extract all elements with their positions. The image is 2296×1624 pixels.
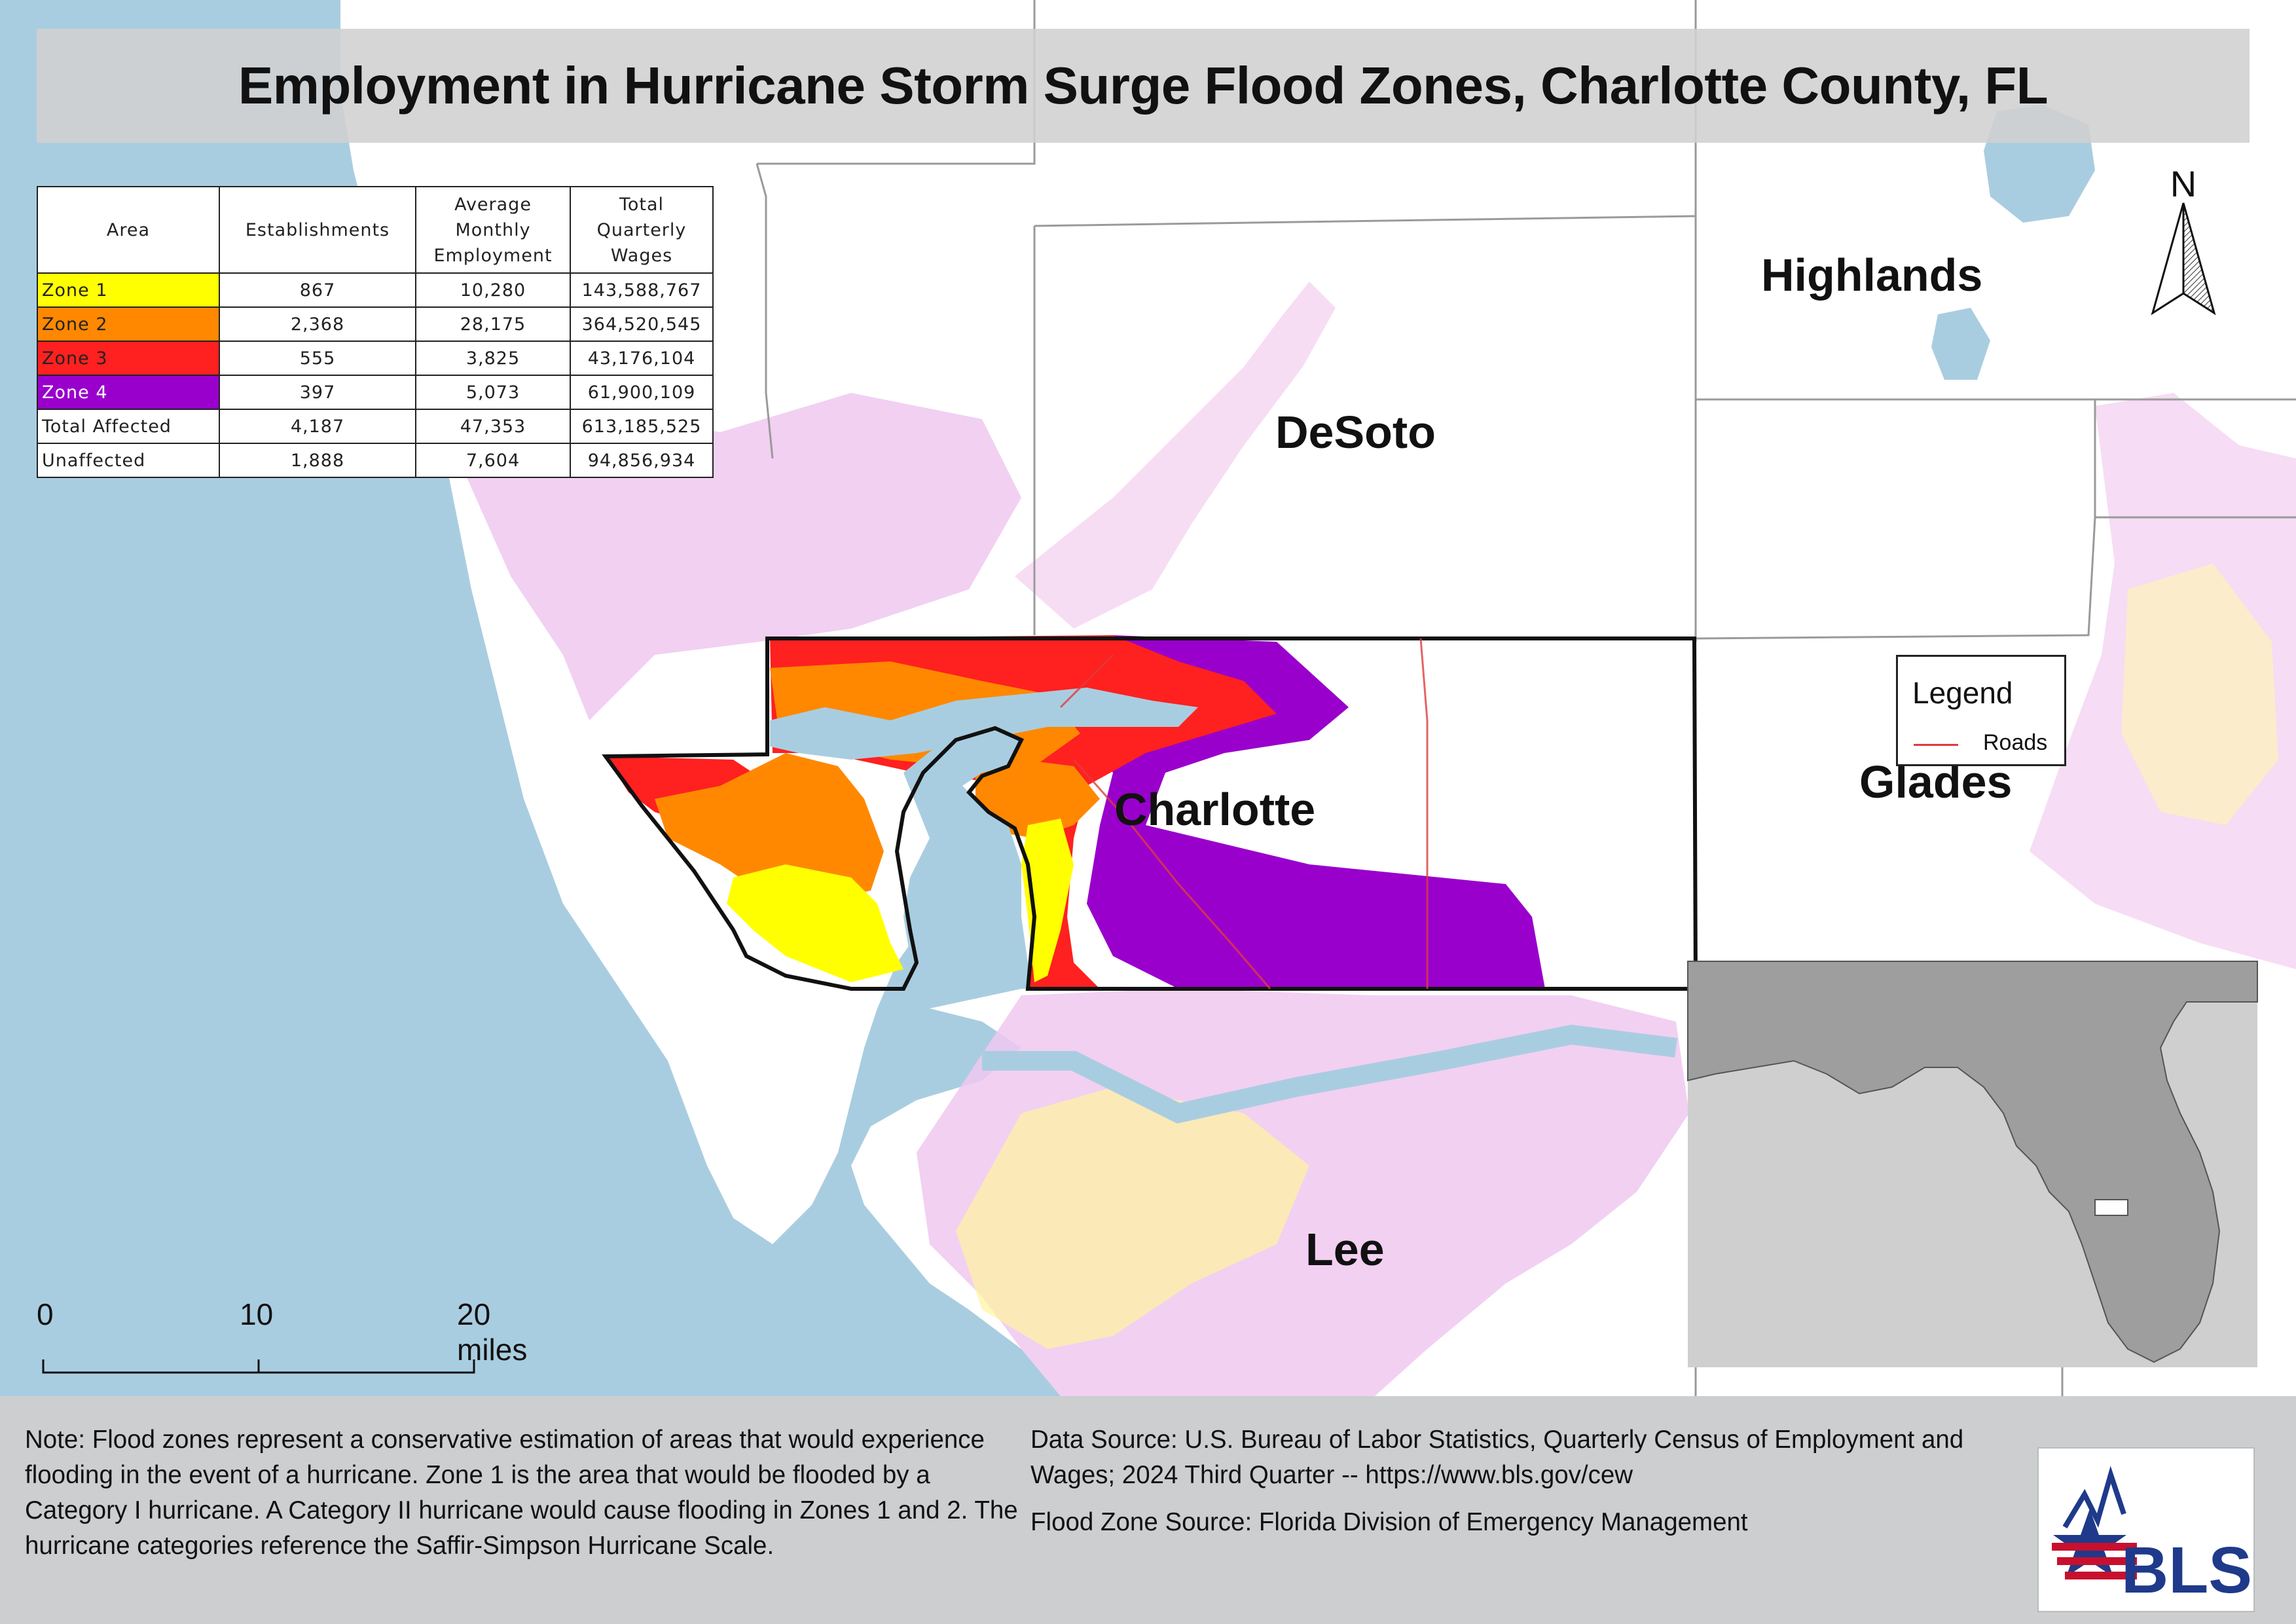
charlotte-harbor <box>903 727 1028 989</box>
roads <box>1059 638 1429 989</box>
row-establishments: 397 <box>219 375 416 410</box>
row-employment: 10,280 <box>415 272 571 308</box>
scale-bar: 0 10 20 miles <box>37 1297 527 1375</box>
north-label: N <box>2170 163 2197 204</box>
header-area: Area <box>37 186 220 274</box>
legend-roads-label: Roads <box>1983 730 2048 755</box>
bls-logo: BLS <box>2037 1447 2255 1612</box>
row-wages: 61,900,109 <box>570 375 714 410</box>
row-establishments: 1,888 <box>219 443 416 478</box>
row-wages: 143,588,767 <box>570 272 714 308</box>
row-establishments: 555 <box>219 341 416 376</box>
table-row: Zone 1 867 10,280 143,588,767 <box>37 272 714 308</box>
row-wages: 43,176,104 <box>570 341 714 376</box>
scale-bar-line <box>42 1359 475 1374</box>
row-area: Zone 3 <box>37 341 220 376</box>
scale-label-20: 20 miles <box>457 1297 528 1367</box>
surge-region-east-yellow <box>2121 563 2278 825</box>
surge-region-north <box>1015 282 1336 629</box>
row-employment: 7,604 <box>415 443 571 478</box>
table-row: Zone 4 397 5,073 61,900,109 <box>37 375 714 410</box>
row-area: Total Affected <box>37 409 220 444</box>
table-row: Zone 3 555 3,825 43,176,104 <box>37 341 714 376</box>
footer-note: Note: Flood zones represent a conservati… <box>25 1426 1018 1560</box>
inset-land <box>1687 961 2258 1363</box>
footer-flood-source: Flood Zone Source: Florida Division of E… <box>1030 1508 1748 1536</box>
row-wages: 364,520,545 <box>570 306 714 342</box>
map-title: Employment in Hurricane Storm Surge Floo… <box>238 56 2049 115</box>
row-area: Zone 2 <box>37 306 220 342</box>
row-employment: 5,073 <box>415 375 571 410</box>
north-arrow: N <box>2147 162 2219 320</box>
lake-highlands-2 <box>1931 308 1990 380</box>
footer-data-source: Data Source: U.S. Bureau of Labor Statis… <box>1030 1426 1964 1489</box>
row-area: Zone 1 <box>37 272 220 308</box>
header-employment: Average Monthly Employment <box>415 186 571 274</box>
row-establishments: 867 <box>219 272 416 308</box>
row-employment: 3,825 <box>415 341 571 376</box>
table-row: Unaffected 1,888 7,604 94,856,934 <box>37 443 714 478</box>
row-wages: 613,185,525 <box>570 409 714 444</box>
table-header-row: Area Establishments Average Monthly Empl… <box>37 186 714 274</box>
row-establishments: 4,187 <box>219 409 416 444</box>
bls-logo-text: BLS <box>2121 1534 2252 1607</box>
row-wages: 94,856,934 <box>570 443 714 478</box>
charlotte-county-outline <box>602 637 1698 991</box>
scale-label-0: 0 <box>37 1297 54 1331</box>
row-employment: 28,175 <box>415 306 571 342</box>
table-row: Total Affected 4,187 47,353 613,185,525 <box>37 409 714 444</box>
county-label-highlands: Highlands <box>1761 249 1983 301</box>
employment-table: Area Establishments Average Monthly Empl… <box>37 186 714 478</box>
legend-box: Legend Roads <box>1896 655 2066 766</box>
header-wages: Total Quarterly Wages <box>570 186 714 274</box>
surge-region-lee-yellow <box>956 1087 1309 1349</box>
row-establishments: 2,368 <box>219 306 416 342</box>
bls-logo-icon: BLS <box>2052 1466 2252 1607</box>
row-employment: 47,353 <box>415 409 571 444</box>
peace-river-mouth <box>770 688 1198 760</box>
county-label-charlotte: Charlotte <box>1114 784 1316 835</box>
zone-2-west <box>655 753 884 904</box>
inset-charlotte-highlight <box>2094 1199 2128 1216</box>
county-label-lee: Lee <box>1305 1224 1385 1275</box>
inset-florida-map <box>1687 961 2258 1367</box>
caloosahatchee-river <box>982 1024 1677 1124</box>
row-area: Zone 4 <box>37 375 220 410</box>
footer-panel: Note: Flood zones represent a conservati… <box>0 1396 2296 1624</box>
legend-title: Legend <box>1912 676 2013 710</box>
zone-1-east <box>1021 819 1074 982</box>
title-bar: Employment in Hurricane Storm Surge Floo… <box>37 29 2250 143</box>
row-area: Unaffected <box>37 443 220 478</box>
header-establishments: Establishments <box>219 186 416 274</box>
zone-1-area <box>727 864 903 982</box>
county-label-desoto: DeSoto <box>1275 407 1436 458</box>
scale-label-10: 10 <box>240 1297 274 1331</box>
north-arrow-icon <box>2151 202 2216 316</box>
legend-roads-line <box>1914 744 1958 746</box>
table-row: Zone 2 2,368 28,175 364,520,545 <box>37 306 714 342</box>
zone-2-east <box>975 760 1100 838</box>
